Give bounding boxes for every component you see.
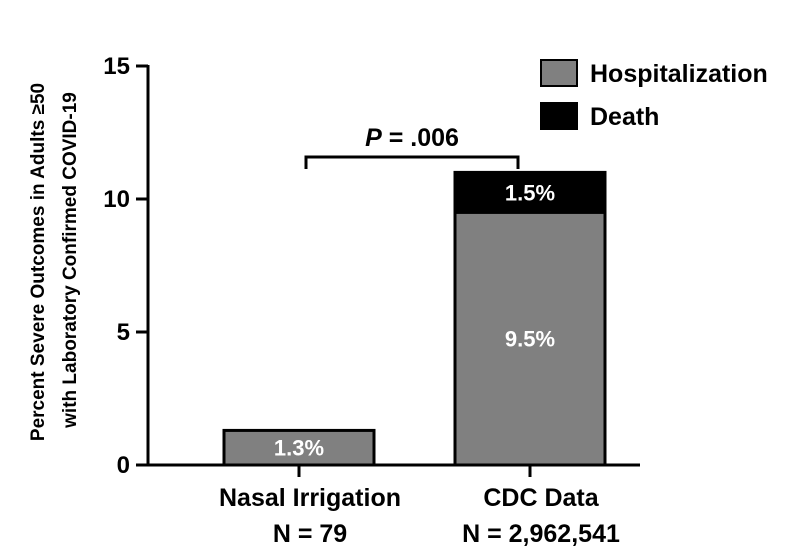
p-value-symbol: P — [365, 124, 382, 152]
legend-label-death: Death — [590, 103, 659, 131]
x-category-n-label: N = 2,962,541 — [462, 520, 620, 548]
y-axis-label-line1: Percent Severe Outcomes in Adults ≥50 — [28, 83, 49, 441]
y-axis-label: Percent Severe Outcomes in Adults ≥50 wi… — [28, 83, 81, 441]
bar-value-label: 1.3% — [274, 436, 324, 461]
bar-hospitalization-1 — [453, 210, 607, 467]
y-tick-label: 10 — [103, 186, 130, 213]
legend: Hospitalization Death — [540, 59, 768, 131]
x-category-label: CDC Data — [483, 484, 599, 512]
y-tick-label: 5 — [117, 319, 130, 346]
p-value-number: = .006 — [382, 124, 459, 152]
bar-hospitalization-0 — [222, 428, 376, 467]
legend-label-hospitalization: Hospitalization — [590, 60, 768, 88]
legend-swatch-death — [540, 102, 578, 130]
x-category-n-label: N = 79 — [273, 520, 347, 548]
legend-swatch-hospitalization — [540, 59, 578, 87]
axes: 0 5 10 15 Nasal Irrigation N = 79 CDC Data N = … — [103, 53, 640, 548]
bar-value-label: 1.5% — [505, 180, 555, 205]
y-tick-label: 0 — [117, 452, 130, 479]
significance-bracket — [304, 155, 520, 169]
y-tick-label: 15 — [103, 53, 130, 80]
x-category-label: Nasal Irrigation — [219, 484, 401, 512]
significance-annotation: P = .006 — [304, 124, 520, 169]
p-value-label: P = .006 — [365, 124, 459, 152]
bar-death-1 — [453, 170, 607, 214]
y-axis-label-line2: with Laboratory Confirmed COVID-19 — [60, 92, 81, 429]
bar-value-label: 9.5% — [505, 327, 555, 352]
bars: 1.3% 9.5% 1.5% — [222, 170, 607, 467]
